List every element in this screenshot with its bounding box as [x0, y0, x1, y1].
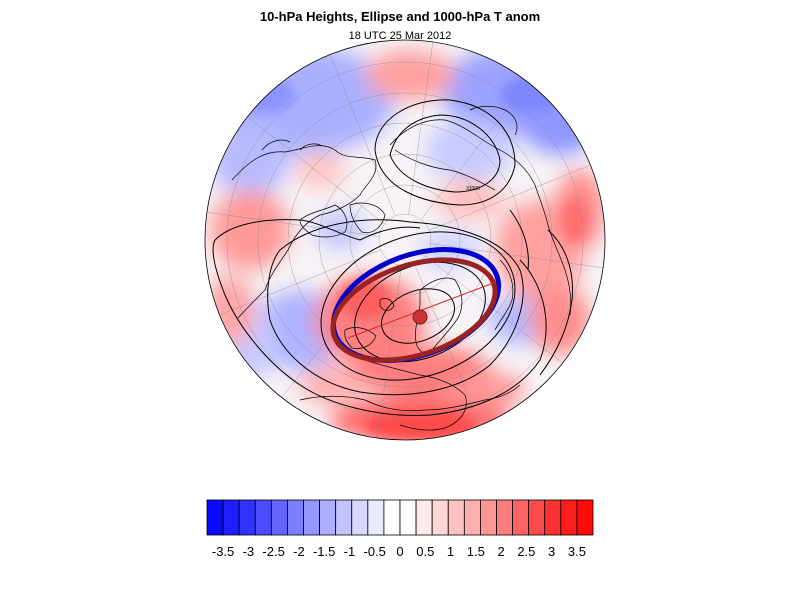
colorbar-label: 3.5: [568, 544, 586, 559]
temperature-anomaly-field: [205, 40, 605, 440]
colorbar-box: [576, 499, 594, 536]
meridian-line: [420, 82, 529, 220]
colorbar-box: [560, 499, 578, 536]
map-subtitle: 18 UTC 25 Mar 2012: [348, 30, 452, 42]
colorbar-label: 2.5: [517, 544, 535, 559]
colorbar-box: [447, 499, 465, 536]
meridian-line: [247, 116, 385, 225]
meridian-lines: [206, 41, 604, 439]
colorbar-label: 2: [497, 544, 504, 559]
colorbar-box: [287, 499, 304, 536]
colorbar-boxes: [206, 499, 594, 536]
map-boundary: [204, 39, 606, 441]
colorbar-label: 3: [548, 544, 555, 559]
contour-label: 31000: [466, 186, 480, 192]
colorbar-box: [431, 499, 449, 536]
height-contours: [212, 99, 574, 416]
colorbar-box: [206, 499, 224, 536]
vortex-center-marker: [412, 309, 428, 325]
meridian-line: [206, 211, 380, 237]
colorbar-box: [303, 499, 320, 536]
colorbar-box: [222, 499, 240, 536]
meridian-line: [376, 265, 402, 439]
fitted-ellipse: [330, 257, 498, 363]
colorbar-box: [544, 499, 562, 536]
colorbar-box: [270, 499, 288, 536]
colorbar-box: [254, 499, 272, 536]
colorbar-box: [367, 499, 385, 536]
colorbar-label: -0.5: [364, 544, 386, 559]
colorbar-label: -3: [243, 544, 255, 559]
colorbar-box: [238, 499, 256, 536]
colorbar-label: -2: [293, 544, 305, 559]
coastlines: [231, 105, 572, 431]
meridian-line: [430, 243, 604, 269]
colorbar-box: [415, 499, 433, 536]
colorbar-box: [399, 499, 417, 536]
meridian-line: [429, 164, 591, 231]
colorbar-labels: -3.5 -3 -2.5 -2 -1.5 -1 -0.5 0 0.5 1 1.5 2 2.5 3 3.5: [212, 544, 586, 559]
colorbar-label: -3.5: [212, 544, 234, 559]
colorbar-box: [335, 499, 353, 536]
colorbar-box: [512, 499, 530, 536]
colorbar-box: [528, 499, 546, 536]
colorbar: -3.5 -3 -2.5 -2 -1.5 -1 -0.5 0 0.5 1 1.5 2 2.5 3 3.5: [206, 499, 594, 559]
colorbar-label: 1.5: [467, 544, 485, 559]
colorbar-label: -2.5: [262, 544, 284, 559]
colorbar-label: 0.5: [416, 544, 434, 559]
map-title: 10-hPa Heights, Ellipse and 1000-hPa T a…: [259, 9, 541, 24]
colorbar-label: 1: [447, 544, 454, 559]
colorbar-box: [480, 499, 497, 536]
meridian-line: [408, 41, 434, 215]
colorbar-box: [383, 499, 401, 536]
colorbar-box: [463, 499, 481, 536]
meridian-line: [219, 249, 381, 316]
colorbar-box: [351, 499, 369, 536]
meridian-line: [425, 255, 563, 364]
colorbar-label: -1: [344, 544, 356, 559]
meridian-line: [329, 54, 396, 216]
colorbar-label: 0: [396, 544, 403, 559]
colorbar-box: [319, 499, 337, 536]
colorbar-box: [496, 499, 513, 536]
colorbar-label: -1.5: [313, 544, 335, 559]
